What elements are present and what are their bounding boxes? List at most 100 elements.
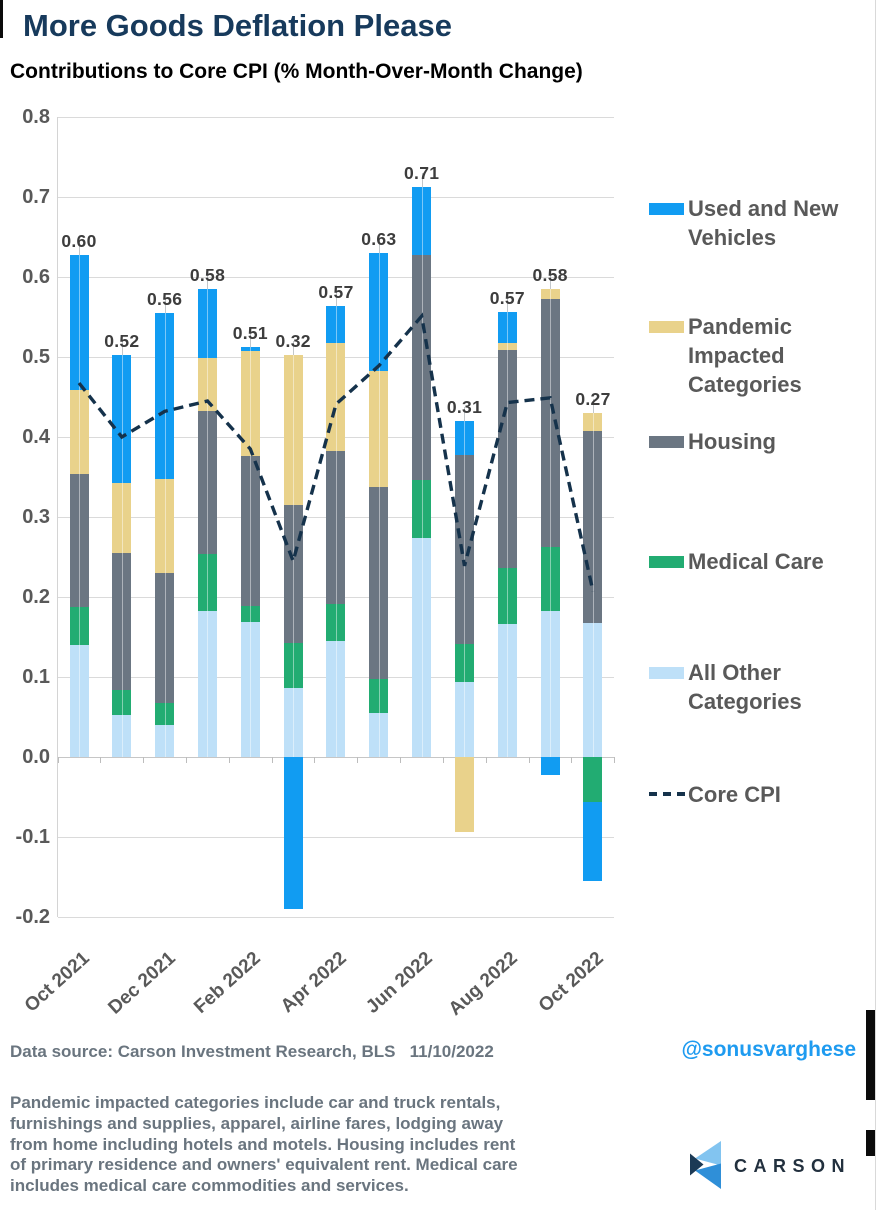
bar-center-line (293, 354, 295, 757)
y-axis-tick-label: 0.8 (22, 106, 50, 128)
bar-segment-medical-care (240, 605, 260, 622)
grid-line (58, 757, 614, 758)
bar-segment-all-other-categories (540, 611, 560, 757)
x-axis-tick (143, 757, 145, 763)
screen-edge-artifact-right-1 (866, 1010, 875, 1100)
footnote-text: Pandemic impacted categories include car… (10, 1093, 610, 1197)
bar-label-whisker (207, 275, 209, 289)
x-axis-tick (271, 757, 273, 763)
bar-segment-medical-care (583, 757, 603, 802)
legend-swatch (649, 556, 684, 568)
bar-total-label: 0.27 (575, 389, 611, 409)
x-axis-tick (228, 757, 230, 763)
bar-segment-all-other-categories (112, 715, 132, 757)
bar-label-whisker (79, 241, 80, 256)
bar-segment-medical-care (369, 678, 389, 713)
bar-total-label: 0.63 (361, 229, 397, 249)
legend-label: Housing (688, 429, 776, 454)
grid-line (58, 837, 614, 838)
footnote-line: includes medical care commodities and se… (10, 1176, 409, 1196)
bar-segment-used-and-new-vehicles (283, 757, 303, 909)
bar-total-label: 0.56 (147, 289, 183, 309)
bar-label-whisker (378, 239, 380, 253)
bar-segment-all-other-categories (197, 611, 217, 757)
bar-center-line (79, 255, 80, 757)
y-axis-tick-label: 0.3 (22, 506, 50, 528)
legend-label: Pandemic Impacted Categories (688, 314, 802, 397)
legend-label: Medical Care (688, 549, 824, 574)
y-axis-tick-label: 0.0 (22, 746, 50, 768)
bar-center-line (507, 312, 509, 757)
bar-total-label: 0.57 (489, 288, 525, 309)
y-axis-tick-label: 0.7 (22, 186, 50, 208)
bar-total-label: 0.31 (446, 397, 483, 417)
bar-segment-all-other-categories (240, 621, 260, 757)
x-axis-tick (314, 757, 316, 763)
bar-segment-used-and-new-vehicles (412, 187, 432, 255)
data-source-text: Data source: Carson Investment Research,… (10, 1042, 494, 1061)
bar-segment-all-other-categories (369, 713, 389, 757)
x-axis-tick-label: Feb 2022 (190, 947, 266, 1018)
x-axis-tick (357, 757, 359, 763)
legend-label: Used and New Vehicles (688, 196, 839, 250)
bar-segment-used-and-new-vehicles (583, 801, 603, 881)
screen-edge-artifact-right-2 (866, 1130, 875, 1156)
bar-segment-pandemic-impacted-categories (454, 757, 474, 833)
bar-total-label: 0.60 (61, 231, 97, 252)
y-axis-line (57, 117, 58, 917)
legend-swatch (649, 321, 684, 333)
bar-segment-medical-care (283, 643, 303, 689)
x-axis-tick (100, 757, 102, 763)
core-cpi-contributions-chart: 0.8 0.7 0.6 0.5 0.4 0.3 0.2 0.1 0.0 -0.1 -0.2 0.60 0… (15, 106, 616, 1020)
chart-subtitle: Contributions to Core CPI (% Month-Over-… (10, 60, 583, 83)
bar-center-line (550, 289, 552, 757)
grid-line (58, 197, 614, 198)
bar-segment-all-other-categories (283, 688, 303, 757)
legend-label: All Other Categories (688, 660, 802, 714)
bar-segment-medical-care (155, 703, 175, 725)
bar-segment-medical-care (454, 644, 474, 682)
bar-segment-medical-care (69, 606, 89, 645)
grid-line (58, 277, 614, 278)
bar-total-label: 0.52 (104, 330, 140, 351)
bar-segment-medical-care (326, 604, 346, 641)
x-axis-tick-label: Jun 2022 (361, 947, 437, 1018)
y-axis-tick-label: -0.2 (15, 906, 50, 928)
footnote-line: of primary residence and owners' equival… (10, 1155, 518, 1175)
legend-swatch (649, 667, 684, 679)
x-axis-tick-label: Oct 2022 (534, 947, 608, 1017)
x-axis-tick (485, 757, 487, 763)
twitter-handle: @sonusvarghese (681, 1038, 856, 1061)
bar-segment-all-other-categories (497, 624, 517, 757)
bar-label-whisker (507, 298, 509, 313)
bar-segment-all-other-categories (583, 623, 603, 757)
x-axis-tick-label: Aug 2022 (445, 947, 523, 1020)
bar-center-line (164, 313, 166, 757)
bar-segment-pandemic-impacted-categories (540, 289, 560, 300)
bar-segment-all-other-categories (155, 725, 175, 757)
footnote-line: from home including hotels and motels. H… (10, 1134, 516, 1154)
x-axis-tick (614, 757, 616, 763)
bar-segment-housing (155, 573, 175, 704)
bar-segment-all-other-categories (412, 537, 432, 757)
x-axis-tick (57, 757, 59, 763)
bar-center-line (421, 187, 423, 757)
y-axis-tick-label: -0.1 (15, 826, 50, 848)
bar-label-whisker (335, 291, 337, 306)
legend-swatch (649, 436, 684, 448)
legend-label: Core CPI (688, 782, 781, 807)
x-axis-tick-label: Dec 2021 (104, 947, 180, 1019)
carson-chevron-icon (690, 1141, 721, 1189)
legend-swatch (649, 203, 684, 215)
y-axis-tick-label: 0.5 (22, 346, 50, 368)
bar-label-whisker (164, 299, 166, 313)
x-axis-tick-label: Apr 2022 (276, 947, 351, 1018)
bar-segment-all-other-categories (454, 681, 474, 757)
grid-line (58, 917, 614, 918)
y-axis-tick-label: 0.2 (22, 586, 50, 608)
bar-label-whisker (550, 275, 552, 289)
x-axis-tick (400, 757, 402, 763)
y-axis-tick-label: 0.6 (22, 266, 50, 288)
bar-segment-all-other-categories (326, 641, 346, 757)
